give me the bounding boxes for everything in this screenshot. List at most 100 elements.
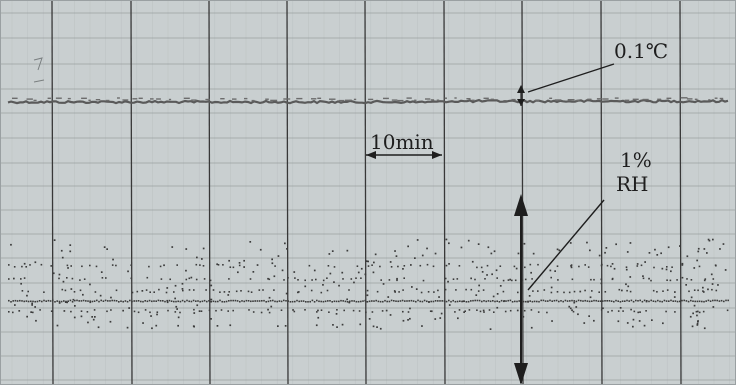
humidity-band-dot: [32, 311, 34, 314]
humidity-baseline-dot: [639, 299, 641, 302]
humidity-baseline-dot: [342, 300, 344, 302]
humidity-baseline-dot: [208, 300, 210, 302]
humidity-baseline-dot: [124, 300, 127, 302]
humidity-baseline-dot: [19, 299, 21, 302]
humidity-baseline-dot: [34, 300, 36, 303]
humidity-baseline-dot: [192, 299, 195, 302]
temperature-noise: [329, 98, 336, 100]
humidity-baseline-dot: [210, 300, 212, 303]
humidity-scatter-dot: [589, 296, 592, 299]
humidity-band-dot: [573, 290, 576, 293]
humidity-band-dot: [502, 290, 505, 293]
humidity-baseline-dot: [401, 299, 404, 302]
temperature-noise: [138, 97, 143, 99]
humidity-band-dot: [690, 279, 693, 281]
humidity-band-dot: [262, 289, 264, 291]
humidity-baseline-dot: [212, 300, 215, 303]
humidity-scatter-dot: [63, 310, 66, 312]
humidity-baseline-dot: [247, 300, 250, 302]
humidity-band-dot: [390, 266, 393, 268]
humidity-band-dot: [39, 309, 41, 311]
humidity-baseline-dot: [69, 299, 72, 302]
humidity-baseline-dot: [518, 300, 520, 302]
humidity-scatter-dot: [689, 315, 692, 318]
humidity-baseline-dot: [36, 300, 39, 303]
humidity-band-dot: [429, 310, 432, 312]
humidity-baseline-dot: [452, 299, 454, 302]
humidity-band-dot: [130, 264, 132, 266]
humidity-scatter-dot: [440, 312, 443, 315]
humidity-band-dot: [380, 279, 382, 281]
humidity-scatter-dot: [579, 290, 582, 293]
humidity-scatter-dot: [332, 324, 334, 326]
humidity-band-dot: [584, 289, 586, 292]
humidity-band-dot: [110, 309, 112, 311]
humidity-band-dot: [598, 291, 600, 293]
temperature-noise: [554, 99, 562, 101]
humidity-scatter-dot: [252, 271, 255, 273]
humidity-scatter-dot: [341, 323, 344, 326]
humidity-baseline-dot: [507, 299, 509, 302]
humidity-baseline-dot: [335, 300, 338, 303]
humidity-scatter-dot: [462, 300, 465, 303]
humidity-scatter-dot: [487, 246, 490, 249]
humidity-baseline-dot: [459, 300, 461, 302]
humidity-band-dot: [167, 309, 169, 312]
humidity-band-dot: [482, 289, 485, 291]
humidity-band-dot: [396, 279, 398, 282]
humidity-scatter-dot: [434, 318, 437, 320]
humidity-scatter-dot: [629, 276, 632, 278]
humidity-baseline-dot: [617, 300, 619, 302]
humidity-band-dot: [702, 310, 705, 313]
humidity-baseline-dot: [155, 300, 157, 302]
humidity-scatter-dot: [402, 319, 405, 322]
humidity-band-dot: [611, 309, 613, 312]
humidity-baseline-dot: [60, 300, 63, 303]
humidity-baseline-dot: [45, 300, 47, 302]
humidity-baseline-dot: [591, 300, 593, 302]
humidity-baseline-dot: [496, 300, 498, 302]
humidity-scatter-dot: [717, 284, 719, 286]
humidity-baseline-dot: [373, 300, 375, 302]
humidity-baseline-dot: [727, 299, 729, 302]
temperature-noise: [117, 97, 120, 99]
humidity-band-dot: [636, 265, 639, 267]
humidity-scatter-dot: [346, 298, 348, 301]
humidity-band-dot: [645, 310, 647, 312]
humidity-baseline-dot: [298, 300, 300, 303]
humidity-baseline-dot: [168, 299, 171, 302]
humidity-band-dot: [131, 291, 134, 294]
humidity-band-dot: [355, 277, 357, 279]
humidity-scatter-dot: [600, 278, 603, 281]
humidity-scatter-dot: [348, 301, 351, 304]
humidity-band-dot: [61, 288, 64, 291]
humidity-baseline-dot: [465, 301, 468, 303]
humidity-band-dot: [304, 309, 306, 311]
time-scale-annotation: 10min: [366, 130, 442, 159]
humidity-baseline-dot: [558, 300, 560, 303]
humidity-scatter-dot: [210, 318, 212, 320]
humidity-band-dot: [702, 290, 704, 292]
humidity-scatter-dot: [94, 316, 96, 318]
humidity-band-dot: [250, 291, 253, 293]
humidity-band-dot: [590, 278, 592, 281]
humidity-scatter-dot: [198, 310, 201, 312]
humidity-baseline-dot: [375, 299, 377, 302]
humidity-scatter-dot: [277, 325, 279, 327]
humidity-baseline-dot: [474, 299, 476, 302]
temperature-noise: [686, 98, 693, 100]
humidity-scatter-dot: [56, 324, 59, 327]
humidity-band-dot: [223, 291, 226, 293]
humidity-scatter-dot: [328, 253, 331, 255]
humidity-baseline-dot: [267, 300, 270, 303]
humidity-scatter-dot: [281, 269, 284, 272]
temperature-noise: [220, 98, 225, 100]
humidity-scatter-dot: [478, 284, 480, 287]
humidity-baseline-dot: [492, 300, 494, 302]
humidity-scatter-dot: [679, 245, 681, 247]
humidity-scatter-dot: [660, 252, 662, 255]
humidity-band-dot: [531, 278, 533, 280]
humidity-baseline-dot: [71, 301, 74, 303]
humidity-scatter-dot: [228, 259, 230, 262]
humidity-baseline-dot: [588, 300, 591, 303]
